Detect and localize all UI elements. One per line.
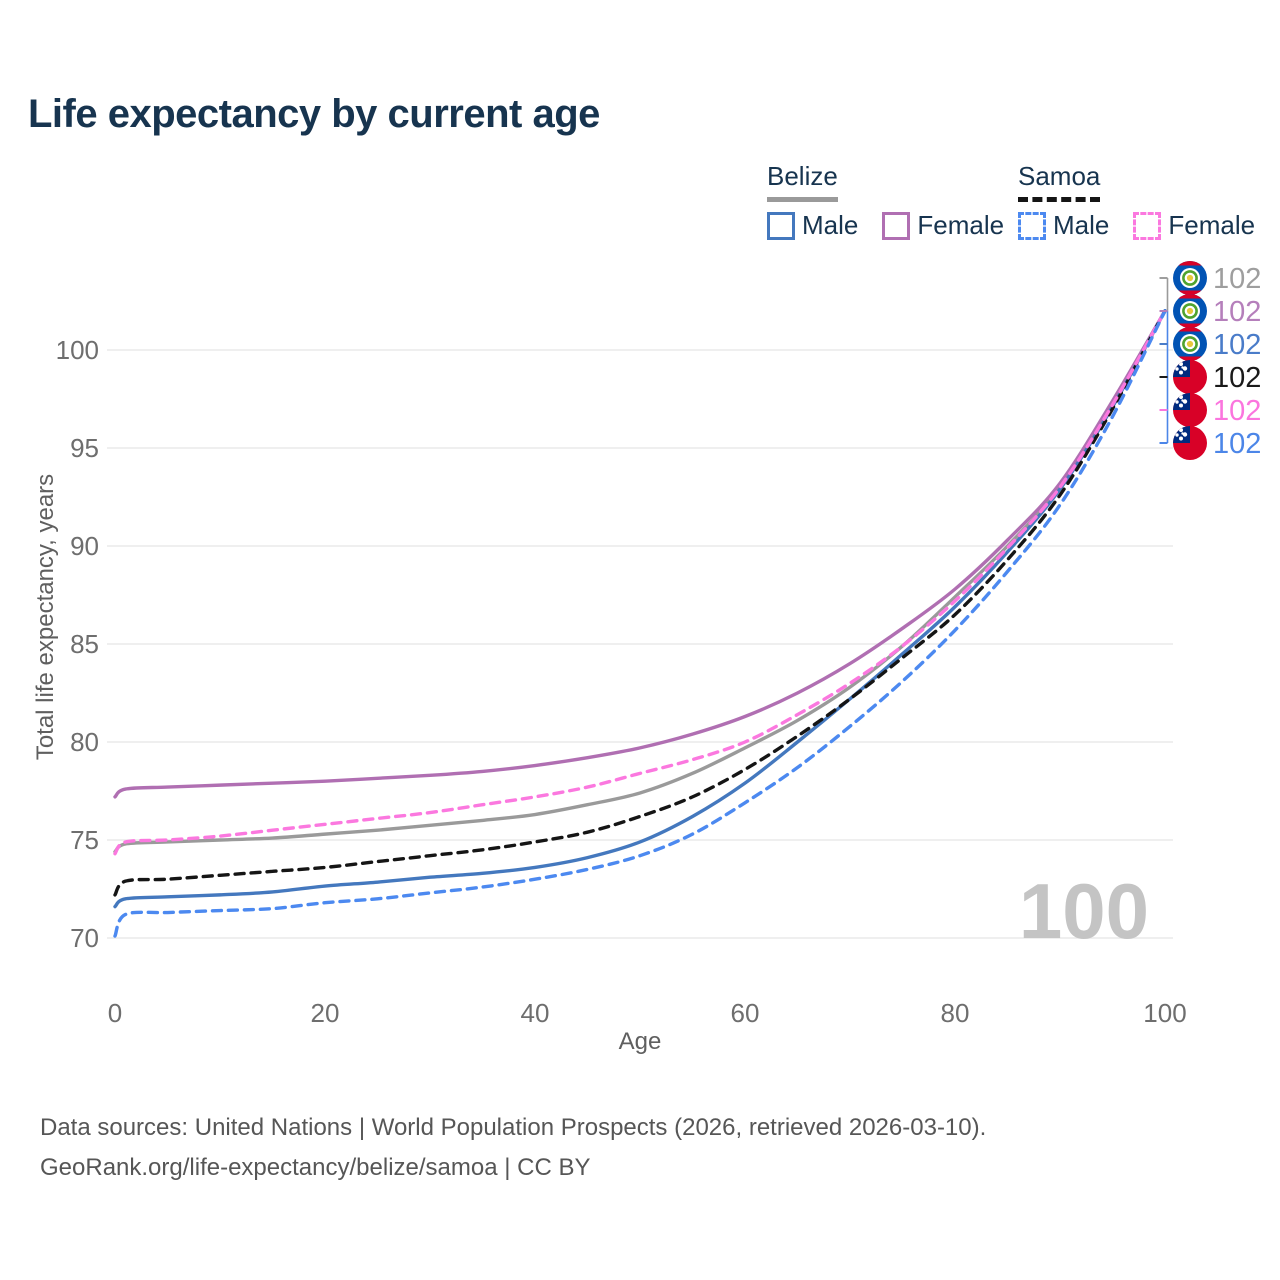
endpoint-label-samoa-female: 102 [1213, 395, 1261, 427]
belize-female-swatch-icon [882, 211, 911, 240]
x-tick-label: 20 [311, 998, 340, 1028]
current-age-watermark: 100 [1018, 867, 1149, 955]
endpoint-label-belize-total: 102 [1213, 263, 1261, 295]
samoa-flag-icon [1173, 393, 1207, 427]
x-tick-label: 100 [1143, 998, 1186, 1028]
y-tick-label: 90 [70, 531, 99, 561]
legend-label-belize-male: Male [802, 210, 859, 240]
y-tick-label: 70 [70, 923, 99, 953]
page-title: Life expectancy by current age [28, 92, 600, 136]
legend-item-samoa-female[interactable]: Female [1133, 210, 1255, 241]
y-tick-label: 75 [70, 825, 99, 855]
endpoint-label-samoa-male: 102 [1213, 428, 1261, 460]
y-tick-label: 85 [70, 629, 99, 659]
y-tick-label: 95 [70, 433, 99, 463]
legend-label-samoa-female: Female [1168, 210, 1256, 240]
legend-item-samoa-male[interactable]: Male [1018, 210, 1109, 241]
legend-item-belize-male[interactable]: Male [767, 210, 858, 241]
x-axis-title: Age [618, 1028, 662, 1055]
line-belize-female [113, 309, 1167, 799]
line-belize-male [113, 309, 1167, 909]
y-tick-label: 80 [70, 727, 99, 757]
belize-male-swatch-icon [767, 211, 795, 240]
legend-label-belize-female: Female [917, 210, 1005, 240]
footer-attribution: Data sources: United Nations | World Pop… [40, 1108, 986, 1188]
belize-flag-icon [1173, 327, 1207, 361]
samoa-female-swatch-icon [1133, 211, 1162, 240]
x-tick-label: 40 [521, 998, 550, 1028]
samoa-male-swatch-icon [1018, 211, 1046, 240]
belize-flag-icon [1173, 294, 1207, 328]
legend-header-samoa[interactable]: Samoa [1018, 161, 1101, 202]
y-tick-label: 100 [56, 335, 99, 365]
samoa-flag-icon [1173, 360, 1207, 394]
line-samoa-female [113, 309, 1167, 856]
endpoint-label-samoa-total: 102 [1213, 362, 1261, 394]
legend-group-belize: Belize Male Female [767, 161, 1004, 241]
footer-url: GeoRank.org/life-expectancy/belize/samoa… [40, 1154, 591, 1181]
x-tick-label: 80 [941, 998, 970, 1028]
legend-group-samoa: Samoa Male Female [1018, 161, 1255, 241]
belize-flag-icon [1173, 261, 1207, 295]
legend-item-belize-female[interactable]: Female [882, 210, 1004, 241]
endpoint-label-belize-female: 102 [1213, 296, 1261, 328]
x-tick-label: 60 [731, 998, 760, 1028]
legend-header-belize[interactable]: Belize [767, 161, 838, 202]
legend-label-samoa-male: Male [1053, 210, 1110, 240]
y-axis-title: Total life expectancy, years [32, 473, 59, 761]
endpoint-label-belize-male: 102 [1213, 329, 1261, 361]
x-tick-label: 0 [108, 998, 122, 1028]
footer-data-sources: Data sources: United Nations | World Pop… [40, 1114, 987, 1141]
line-belize-total [113, 309, 1167, 854]
samoa-flag-icon [1173, 426, 1207, 460]
line-samoa-male [113, 309, 1167, 938]
line-samoa-total [113, 309, 1167, 897]
